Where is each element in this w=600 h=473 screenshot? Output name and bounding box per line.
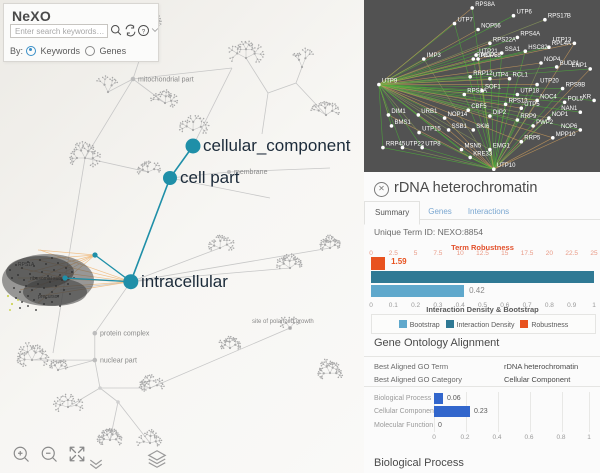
svg-text:IMP3: IMP3 bbox=[427, 53, 442, 59]
svg-text:POL5: POL5 bbox=[568, 96, 584, 102]
svg-text:CBF5: CBF5 bbox=[471, 104, 487, 110]
svg-text:SKI6: SKI6 bbox=[476, 124, 490, 130]
svg-text:UTP7: UTP7 bbox=[458, 18, 474, 24]
svg-text:BMS1: BMS1 bbox=[395, 120, 412, 126]
svg-text:KRE33: KRE33 bbox=[473, 151, 493, 157]
svg-text:DIP2: DIP2 bbox=[493, 110, 507, 116]
svg-text:UTP10: UTP10 bbox=[497, 163, 516, 169]
svg-text:RPS1A: RPS1A bbox=[467, 89, 487, 95]
svg-text:UTP13: UTP13 bbox=[553, 37, 572, 43]
svg-text:UTP5: UTP5 bbox=[524, 102, 540, 108]
svg-text:NOC4: NOC4 bbox=[540, 94, 557, 100]
svg-text:NOP6: NOP6 bbox=[561, 124, 578, 130]
svg-text:NAN1: NAN1 bbox=[561, 106, 578, 112]
svg-text:SSB1: SSB1 bbox=[452, 124, 468, 130]
svg-text:protein complex: protein complex bbox=[100, 331, 150, 338]
svg-text:RRP5: RRP5 bbox=[524, 136, 541, 142]
svg-text:MPP10: MPP10 bbox=[556, 132, 576, 138]
svg-text:NOP4: NOP4 bbox=[544, 57, 561, 63]
svg-text:MSN5: MSN5 bbox=[465, 144, 482, 150]
svg-text:precursor: precursor bbox=[38, 294, 59, 300]
svg-text:RRP9: RRP9 bbox=[520, 114, 537, 120]
svg-text:PWP2: PWP2 bbox=[536, 120, 554, 126]
svg-text:RPS9B: RPS9B bbox=[566, 83, 586, 89]
svg-text:RPS17B: RPS17B bbox=[548, 14, 571, 20]
svg-text:NOP1: NOP1 bbox=[552, 112, 569, 118]
svg-text:NOP14: NOP14 bbox=[448, 112, 468, 118]
svg-text:RPS8A: RPS8A bbox=[475, 2, 495, 8]
svg-text:RPS4A: RPS4A bbox=[520, 31, 540, 37]
svg-text:UTP8: UTP8 bbox=[425, 142, 441, 148]
svg-text:DIM1: DIM1 bbox=[391, 109, 406, 115]
svg-text:mitochondrial part: mitochondrial part bbox=[138, 77, 194, 84]
svg-text:SOF1: SOF1 bbox=[485, 85, 501, 91]
svg-text:RCL1: RCL1 bbox=[513, 73, 529, 79]
svg-text:NOP58: NOP58 bbox=[481, 53, 501, 59]
svg-text:UTP22: UTP22 bbox=[406, 142, 425, 148]
svg-text:cell part: cell part bbox=[180, 168, 240, 187]
svg-text:NOP56: NOP56 bbox=[481, 24, 501, 30]
svg-text:cellular_component: cellular_component bbox=[203, 136, 351, 155]
svg-text:RRP12: RRP12 bbox=[473, 71, 493, 77]
svg-text:EMG1: EMG1 bbox=[493, 144, 511, 150]
svg-text:RPS1A: RPS1A bbox=[18, 262, 35, 268]
svg-text:UTP4: UTP4 bbox=[493, 73, 509, 79]
svg-text:RRP45: RRP45 bbox=[386, 142, 406, 148]
svg-text:KR: KR bbox=[583, 94, 592, 100]
svg-text:URB1: URB1 bbox=[421, 109, 438, 115]
svg-text:?: ? bbox=[142, 28, 146, 35]
svg-text:ENP1: ENP1 bbox=[572, 63, 588, 69]
svg-text:nuclear part: nuclear part bbox=[100, 358, 137, 365]
svg-text:HSC82: HSC82 bbox=[528, 45, 548, 51]
svg-text:intracellular: intracellular bbox=[141, 272, 228, 291]
svg-text:UTP18: UTP18 bbox=[520, 89, 539, 95]
svg-text:UTP9: UTP9 bbox=[382, 79, 398, 85]
svg-text:UTP15: UTP15 bbox=[422, 127, 441, 133]
svg-text:UTP20: UTP20 bbox=[540, 79, 559, 85]
svg-text:SSA1: SSA1 bbox=[505, 47, 521, 53]
svg-text:UTP6: UTP6 bbox=[517, 10, 533, 16]
svg-text:RPS22A: RPS22A bbox=[493, 37, 516, 43]
